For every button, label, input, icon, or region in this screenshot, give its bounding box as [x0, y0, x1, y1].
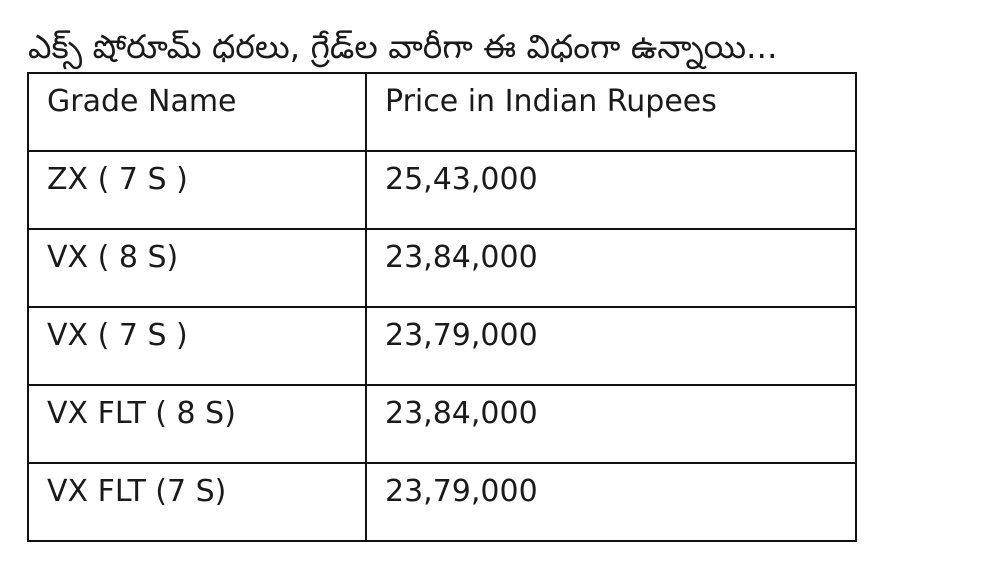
grade-cell: VX ( 7 S )	[27, 306, 367, 386]
grade-cell: ZX ( 7 S )	[27, 150, 367, 230]
price-cell: 25,43,000	[365, 150, 857, 230]
grade-cell: VX FLT (7 S)	[27, 462, 367, 542]
table-row: ZX ( 7 S ) 25,43,000	[27, 150, 857, 230]
table-row: VX ( 7 S ) 23,79,000	[27, 306, 857, 386]
price-table: Grade Name Price in Indian Rupees ZX ( 7…	[27, 72, 857, 542]
table-row: VX ( 8 S) 23,84,000	[27, 228, 857, 308]
price-cell: 23,84,000	[365, 384, 857, 464]
table-header-row: Grade Name Price in Indian Rupees	[27, 72, 857, 152]
table-row: VX FLT ( 8 S) 23,84,000	[27, 384, 857, 464]
price-cell: 23,84,000	[365, 228, 857, 308]
table-row: VX FLT (7 S) 23,79,000	[27, 462, 857, 542]
header-price: Price in Indian Rupees	[365, 72, 857, 152]
header-grade-name: Grade Name	[27, 72, 367, 152]
grade-cell: VX FLT ( 8 S)	[27, 384, 367, 464]
price-cell: 23,79,000	[365, 306, 857, 386]
grade-cell: VX ( 8 S)	[27, 228, 367, 308]
page-heading: ఎక్స్ షోరూమ్ ధరలు, గ్రేడ్‌ల వారీగా ఈ విధ…	[28, 27, 778, 66]
price-cell: 23,79,000	[365, 462, 857, 542]
